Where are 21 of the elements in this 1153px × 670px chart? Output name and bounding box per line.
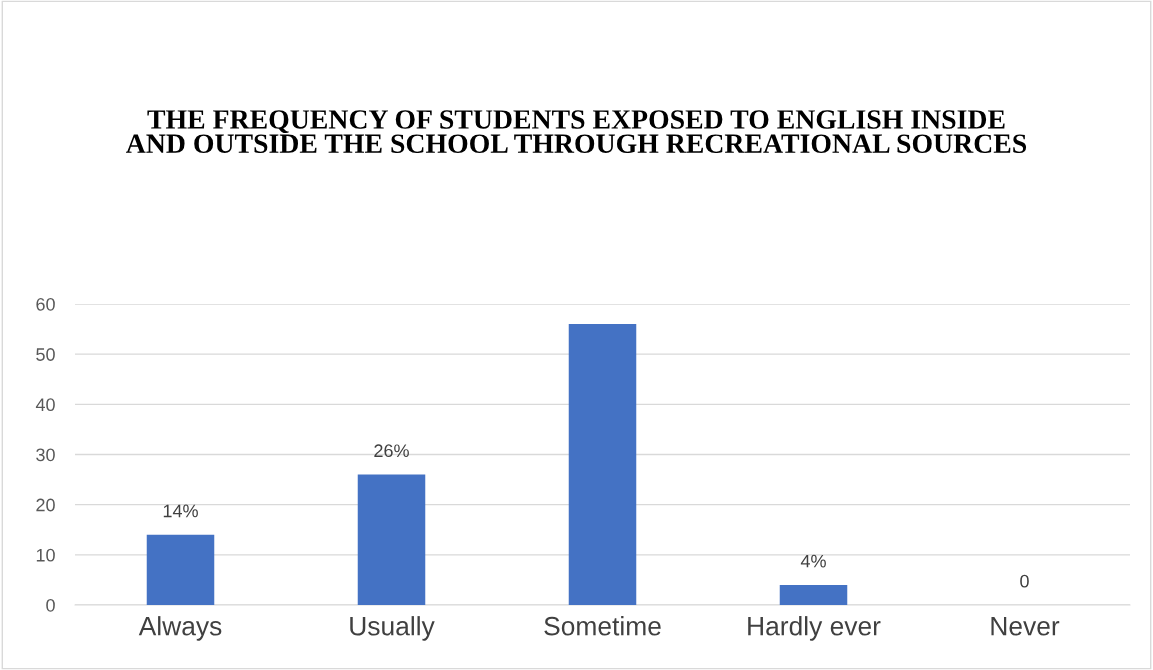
x-tick-label: Usually — [350, 616, 435, 641]
y-tick-label: 50 — [36, 348, 55, 361]
chart-title: THE FREQUENCY OF STUDENTS EXPOSED TO ENGLISH INSIDE AND OUTSIDE THE SCHOOL THROUGH RECREATIONAL SOURCES — [126, 110, 1027, 154]
bar — [779, 584, 848, 605]
y-tick-label: 10 — [36, 548, 55, 562]
y-tick-label: 30 — [36, 448, 55, 462]
bar — [146, 534, 215, 605]
data-label: 26% — [374, 444, 409, 458]
y-tick-label: 40 — [35, 398, 55, 412]
data-label: 0 — [1020, 574, 1029, 588]
bar — [357, 474, 426, 605]
x-tick-label: Never — [991, 617, 1060, 636]
x-tick-label: Always — [138, 616, 222, 641]
y-tick-label: 60 — [36, 297, 55, 311]
x-tick-label: Sometime — [544, 616, 661, 636]
y-tick-label: 0 — [46, 598, 55, 612]
data-label: 4% — [800, 554, 826, 568]
y-tick-label: 20 — [36, 498, 55, 512]
bar — [568, 324, 637, 605]
x-tick-label: Hardly ever — [748, 616, 881, 641]
data-label: 14% — [163, 504, 198, 518]
